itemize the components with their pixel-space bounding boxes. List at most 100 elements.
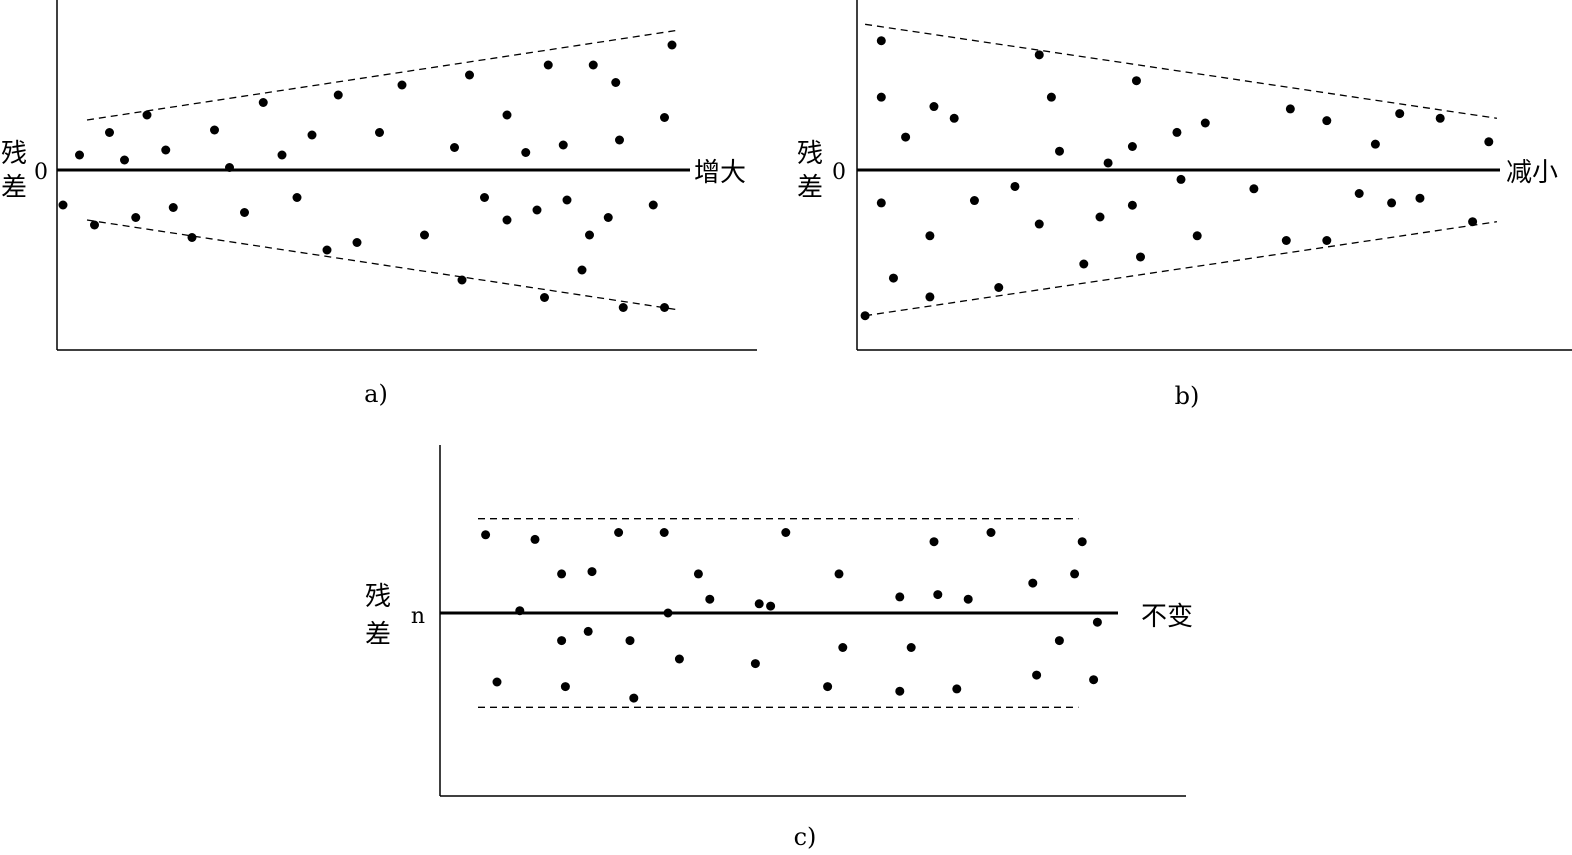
chart-b-point-17	[1079, 259, 1089, 269]
chart-a-point-2	[90, 220, 99, 230]
chart-a-point-15	[292, 193, 302, 202]
chart-b-point-25	[1176, 174, 1186, 184]
chart-b-caption: b)	[1175, 382, 1200, 410]
chart-b-point-24	[1172, 127, 1182, 137]
chart-b-point-4	[888, 273, 898, 283]
chart-b-point-31	[1322, 236, 1332, 245]
chart-c-point-10	[625, 636, 635, 646]
chart-b-ylabel-2: 差	[797, 173, 823, 203]
chart-c-point-21	[823, 682, 833, 692]
chart-b-trend-label: 减小	[1506, 158, 1558, 188]
chart-b-point-35	[1387, 198, 1397, 208]
chart-a-point-3	[105, 128, 114, 137]
chart-b: 残 差 0 减小 b)	[797, 0, 1572, 410]
chart-b-point-13	[1034, 50, 1044, 60]
chart-a-point-30	[532, 205, 542, 215]
chart-c-point-3	[530, 534, 540, 544]
chart-a-point-22	[420, 230, 429, 240]
chart-b-point-30	[1285, 104, 1295, 114]
chart-c-point-29	[952, 684, 962, 694]
chart-b-baseline-label: 0	[832, 160, 846, 185]
chart-a-point-35	[577, 265, 587, 275]
chart-c-point-32	[1028, 578, 1038, 588]
chart-b-point-27	[1200, 118, 1210, 128]
chart-c-points	[481, 528, 1102, 703]
chart-a-point-45	[667, 40, 677, 50]
chart-a-point-29	[521, 148, 531, 157]
chart-b-point-1	[876, 36, 886, 46]
chart-c-point-30	[963, 594, 973, 604]
chart-a-point-31	[540, 293, 549, 302]
chart-a-point-33	[558, 140, 568, 150]
chart-c-point-27	[929, 537, 939, 547]
chart-c-point-1	[492, 677, 502, 687]
chart-b-point-0	[860, 311, 870, 321]
chart-a-point-40	[615, 135, 624, 145]
chart-b-point-21	[1127, 200, 1137, 210]
chart-c-ylabel-1: 残	[365, 582, 391, 612]
chart-a-point-9	[187, 233, 197, 242]
chart-c-point-11	[629, 693, 639, 703]
chart-c-point-9	[614, 528, 624, 537]
chart-a-point-0	[58, 200, 68, 210]
chart-c-point-33	[1032, 670, 1042, 680]
chart-b-point-39	[1468, 217, 1478, 227]
chart-c-point-5	[557, 636, 567, 646]
chart-c-point-24	[895, 592, 905, 602]
chart-a-point-14	[277, 150, 287, 160]
chart-b-point-6	[925, 231, 935, 241]
chart-c-ylabel-2: 差	[365, 620, 391, 650]
chart-b-point-26	[1192, 231, 1202, 241]
chart-a-baseline-label: 0	[34, 160, 48, 185]
chart-c-point-36	[1077, 537, 1087, 547]
chart-a-upper-bound	[86, 29, 680, 121]
chart-a-point-20	[375, 128, 384, 137]
chart-b-points	[860, 36, 1494, 321]
chart-b-point-14	[1034, 219, 1044, 229]
chart-b-ylabel-1: 残	[797, 139, 823, 169]
chart-a-lower-bound	[86, 219, 680, 311]
chart-c-point-23	[838, 643, 848, 652]
chart-b-point-36	[1395, 109, 1405, 119]
chart-c-point-38	[1092, 617, 1102, 627]
chart-b-point-18	[1095, 212, 1105, 222]
chart-c: 残 差 n 不变 c)	[365, 445, 1193, 851]
chart-a-trend-label: 增大	[694, 158, 746, 188]
chart-c-point-20	[781, 528, 791, 537]
chart-a-point-16	[307, 130, 317, 140]
chart-a-point-38	[603, 213, 613, 222]
chart-b-point-7	[925, 292, 935, 302]
chart-a-ylabel-2: 差	[1, 173, 27, 203]
chart-b-point-34	[1370, 139, 1380, 149]
chart-a-point-17	[322, 245, 332, 255]
chart-c-point-7	[583, 626, 593, 636]
chart-c-point-13	[663, 608, 673, 618]
chart-b-point-22	[1131, 76, 1141, 86]
chart-b-point-11	[994, 283, 1004, 292]
chart-c-point-2	[515, 606, 525, 616]
chart-b-point-28	[1249, 184, 1259, 194]
chart-a-point-4	[120, 155, 129, 165]
chart-b-point-15	[1046, 92, 1056, 102]
chart-a-point-6	[142, 110, 152, 120]
chart-b-point-8	[929, 102, 939, 112]
chart-a-point-19	[352, 238, 362, 247]
chart-b-point-10	[969, 196, 979, 206]
chart-a: 残 差 0 增大 a)	[1, 0, 757, 408]
chart-c-caption: c)	[794, 823, 817, 851]
chart-b-point-38	[1435, 113, 1445, 123]
chart-b-point-3	[876, 198, 886, 208]
chart-b-point-33	[1354, 189, 1364, 198]
chart-c-point-25	[895, 686, 905, 696]
chart-a-point-32	[543, 60, 553, 70]
chart-b-point-16	[1055, 146, 1064, 156]
chart-b-point-19	[1103, 158, 1113, 168]
chart-a-point-23	[450, 143, 459, 152]
chart-a-point-42	[648, 200, 658, 210]
chart-a-point-11	[225, 163, 234, 172]
chart-c-baseline-label: n	[411, 604, 425, 629]
chart-a-point-34	[562, 195, 572, 205]
chart-a-point-26	[480, 193, 489, 202]
chart-a-point-39	[611, 78, 621, 87]
